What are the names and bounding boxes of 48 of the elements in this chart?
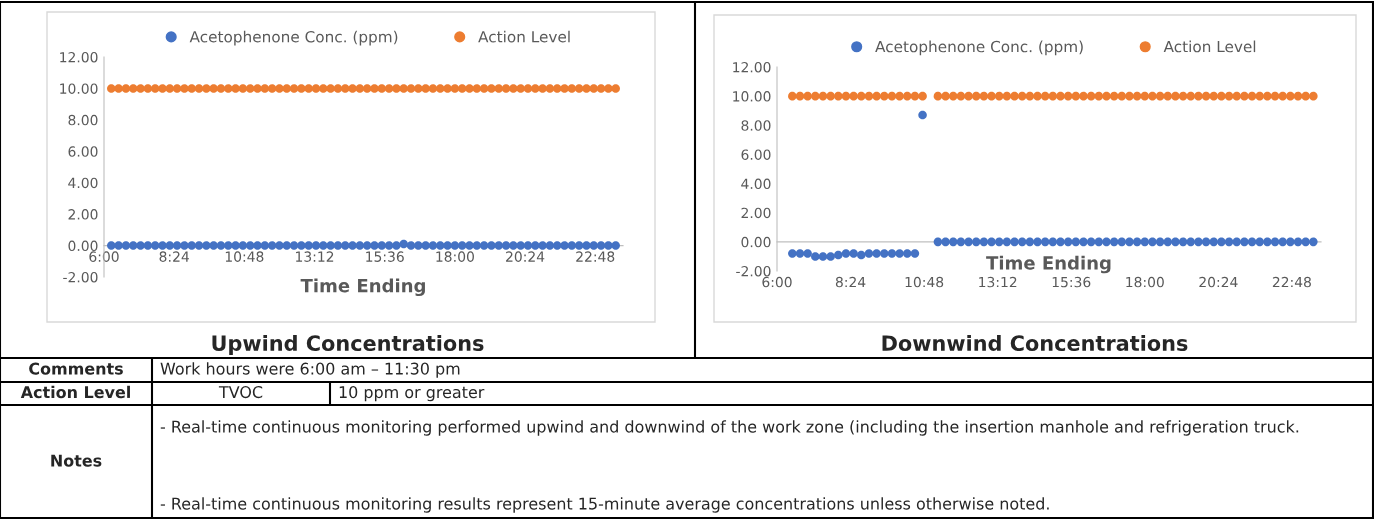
y-tick-label: 0.00 [741, 236, 771, 248]
y-tick-label: 0.00 [68, 240, 98, 252]
x-tick-label: 15:36 [366, 251, 404, 262]
x-tick-label: 22:48 [1272, 276, 1311, 288]
text: TVOC [218, 386, 263, 399]
y-tick-label: 12.00 [733, 61, 771, 73]
y-tick-label: 2.00 [68, 209, 98, 220]
text: 10 ppm or greater [339, 386, 485, 402]
y-tick-label: 12.00 [60, 51, 98, 63]
x-tick-label: 13:12 [296, 251, 334, 262]
text: Upwind Concentrations [212, 334, 484, 356]
y-tick-label: 10.00 [733, 91, 771, 102]
x-axis-title: Time Ending [300, 278, 425, 297]
y-tick-label: 8.00 [68, 114, 98, 126]
x-tick-label: 10:48 [225, 251, 264, 262]
y-tick-label: 8.00 [741, 120, 771, 131]
y-tick-label: 4.00 [68, 177, 98, 189]
x-tick-label: 18:00 [1126, 276, 1164, 288]
y-tick-label: 6.00 [741, 149, 771, 160]
text: Action Level [20, 385, 130, 399]
y-tick-label: 2.00 [741, 207, 771, 219]
x-tick-label: 22:48 [576, 251, 615, 262]
legend-label: Action Level [478, 30, 570, 43]
y-tick-label: 10.00 [60, 83, 98, 94]
x-tick-label: 13:12 [979, 276, 1017, 288]
y-tick-label: -2.00 [736, 265, 771, 277]
text: Notes [51, 454, 102, 467]
x-tick-label: 18:00 [436, 251, 474, 262]
y-tick-label: -2.00 [63, 271, 98, 283]
y-tick-label: 4.00 [741, 178, 771, 190]
x-tick-label: 8:24 [835, 276, 866, 288]
text: Comments [29, 362, 123, 375]
text: - Real-time continuous monitoring results represent 15-minute average concentrations unless otherwise noted. [160, 497, 1049, 513]
legend-label: Action Level [1163, 40, 1256, 53]
x-tick-label: 15:36 [1052, 276, 1091, 288]
y-tick-label: 6.00 [68, 146, 98, 157]
legend-label: Acetophenone Conc. (ppm) [875, 40, 1083, 56]
legend-label: Acetophenone Conc. (ppm) [189, 30, 398, 46]
x-tick-label: 8:24 [159, 251, 189, 262]
text: Work hours were 6:00 am – 11:30 pm [160, 362, 460, 378]
x-tick-label: 10:48 [905, 276, 944, 288]
x-tick-label: 6:00 [89, 251, 119, 262]
x-tick-label: 20:24 [1199, 276, 1238, 288]
x-axis-title: Time Ending [986, 255, 1111, 274]
text: Downwind Concentrations [882, 334, 1188, 352]
text: - Real-time continuous monitoring performed upwind and downwind of the work zone (including the insertion manhole and refrigeration truck. [160, 420, 1299, 436]
x-tick-label: 6:00 [762, 276, 792, 288]
x-tick-label: 20:24 [506, 251, 545, 262]
